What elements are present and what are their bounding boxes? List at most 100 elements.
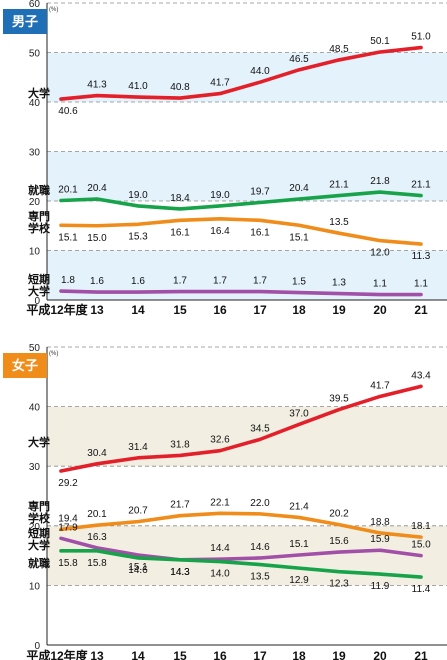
data-label: 15.3 (128, 231, 148, 242)
data-label: 21.7 (170, 500, 190, 511)
data-label: 1.3 (332, 278, 346, 289)
data-label: 1.1 (373, 279, 387, 290)
title-badge (3, 353, 47, 378)
x-tick-label: 13 (90, 303, 104, 317)
plot-band (47, 406, 447, 467)
series-line-就職 (59, 190, 423, 211)
data-label: 41.7 (370, 380, 390, 391)
data-label: 1.7 (213, 276, 227, 287)
x-tick-label: 15 (173, 649, 187, 660)
series-name-label: 学校 (28, 221, 51, 235)
data-label: 19.0 (128, 190, 148, 201)
y-unit-label: (%) (49, 351, 58, 357)
series-line-大学 (59, 384, 423, 473)
series-name-label: 大学 (28, 86, 50, 100)
data-label: 16.1 (250, 227, 270, 238)
y-tick-label: 40 (29, 98, 41, 109)
y-tick-label: 10 (29, 581, 41, 592)
y-tick-label: 60 (29, 0, 41, 10)
chart-title: 男子 (12, 14, 38, 29)
y-tick-label: 50 (29, 343, 41, 354)
x-tick-label: 17 (253, 649, 267, 660)
x-tick-label: 19 (332, 649, 346, 660)
data-label: 11.9 (371, 581, 390, 592)
series-name-label: 専門 (28, 209, 50, 223)
series-name-label: 就職 (28, 183, 50, 197)
data-label: 1.1 (414, 279, 428, 290)
x-tick-label: 20 (373, 649, 387, 660)
data-label: 20.7 (128, 506, 148, 517)
x-tick-label: 21 (414, 303, 428, 317)
series-name-label: 学校 (28, 511, 51, 525)
data-label: 40.8 (170, 82, 190, 93)
series-line-大学 (59, 45, 423, 101)
data-label: 21.4 (289, 501, 309, 512)
data-label: 50.1 (370, 36, 390, 47)
data-label: 19.4 (58, 513, 78, 524)
chart-title: 女子 (12, 358, 38, 373)
data-label: 1.6 (90, 276, 104, 287)
data-label: 19.0 (210, 190, 230, 201)
data-label: 15.1 (58, 232, 78, 243)
x-tick-label: 18 (292, 303, 306, 317)
data-label: 14.6 (128, 565, 148, 576)
x-tick-label: 16 (213, 303, 227, 317)
data-label: 30.4 (87, 448, 107, 459)
data-label: 14.6 (250, 542, 270, 553)
data-label: 18.4 (170, 193, 190, 204)
data-label: 20.2 (329, 509, 349, 520)
data-label: 1.5 (292, 277, 306, 288)
data-label: 18.8 (370, 517, 390, 528)
data-label: 18.1 (411, 521, 431, 532)
series-name-label: 大学 (28, 284, 50, 298)
data-label: 22.1 (210, 497, 230, 508)
data-label: 15.0 (87, 233, 107, 244)
data-label: 20.4 (289, 183, 309, 194)
y-tick-label: 30 (29, 148, 41, 159)
title-badge (3, 9, 47, 34)
y-tick-label: 20 (29, 197, 41, 208)
data-label: 31.4 (128, 442, 148, 453)
data-label: 15.9 (370, 534, 390, 545)
data-label: 41.7 (210, 78, 230, 89)
series-line-専門学校 (59, 217, 423, 246)
data-label: 11.4 (412, 584, 431, 595)
data-label: 15.8 (58, 558, 78, 569)
data-label: 39.5 (329, 394, 349, 405)
data-label: 1.6 (131, 276, 145, 287)
data-label: 32.6 (210, 435, 230, 446)
data-label: 14.3 (170, 567, 190, 578)
data-label: 22.0 (250, 498, 270, 509)
data-label: 51.0 (411, 32, 431, 43)
x-tick-label: 15 (173, 303, 187, 317)
x-tick-label: 14 (131, 649, 145, 660)
data-label: 13.5 (250, 572, 270, 583)
x-tick-label: 14 (131, 303, 145, 317)
y-tick-label: 0 (34, 641, 40, 652)
y-tick-label: 10 (29, 247, 41, 258)
y-tick-label: 0 (34, 296, 40, 307)
y-tick-label: 40 (29, 403, 41, 414)
data-label: 37.0 (289, 408, 309, 419)
series-name-label: 短期 (28, 526, 50, 540)
data-label: 12.0 (370, 248, 390, 259)
data-label: 48.5 (329, 44, 349, 55)
data-label: 14.4 (210, 543, 230, 554)
data-label: 15.1 (289, 232, 309, 243)
data-label: 16.1 (170, 227, 190, 238)
series-name-label: 大学 (28, 538, 50, 552)
data-label: 11.3 (412, 251, 431, 262)
data-label: 43.4 (411, 370, 431, 381)
data-label: 20.4 (87, 183, 107, 194)
data-label: 19.7 (250, 186, 270, 197)
x-tick-label: 19 (332, 303, 346, 317)
data-label: 12.9 (289, 575, 309, 586)
data-label: 21.8 (370, 176, 390, 187)
data-label: 20.1 (58, 185, 78, 196)
series-name-label: 大学 (28, 435, 50, 449)
y-tick-label: 30 (29, 462, 41, 473)
y-tick-label: 50 (29, 49, 41, 60)
series-line-専門学校 (59, 511, 423, 539)
data-label: 21.1 (329, 180, 349, 191)
